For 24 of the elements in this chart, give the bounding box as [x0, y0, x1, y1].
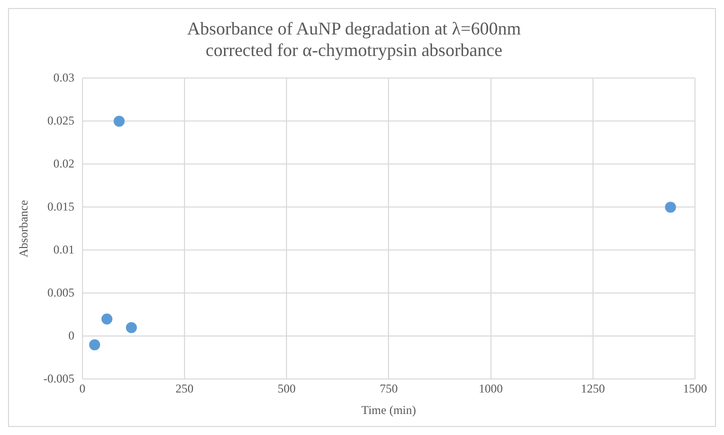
y-tick-label: 0.025 [47, 113, 74, 128]
y-tick-label: 0.02 [53, 156, 74, 170]
x-tick-label: 1250 [580, 382, 605, 396]
x-tick-label: 0 [79, 382, 86, 396]
x-tick-label: 750 [380, 382, 398, 396]
y-tick-label: 0.01 [53, 242, 74, 256]
chart-subtitle: corrected for α-chymotrypsin absorbance [206, 40, 502, 60]
x-tick-label: 1000 [478, 382, 503, 396]
y-tick-label: 0.015 [47, 199, 74, 214]
x-tick-label: 500 [278, 382, 296, 396]
x-axis-title: Time (min) [361, 402, 416, 417]
y-tick-label: -0.005 [43, 371, 74, 386]
y-tick-label: 0.03 [53, 70, 74, 84]
point [126, 322, 137, 334]
chart-title: Absorbance of AuNP degradation at λ=600nm [187, 18, 521, 39]
point [664, 202, 676, 213]
x-tick-label: 1500 [683, 382, 707, 396]
x-tick-label: 250 [175, 382, 194, 396]
point [101, 314, 112, 324]
y-tick-label: 0.005 [47, 285, 74, 300]
point [114, 116, 125, 127]
y-axis-title: Absorbance [16, 200, 30, 258]
y-tick-label: 0 [68, 328, 74, 342]
point [89, 339, 100, 350]
